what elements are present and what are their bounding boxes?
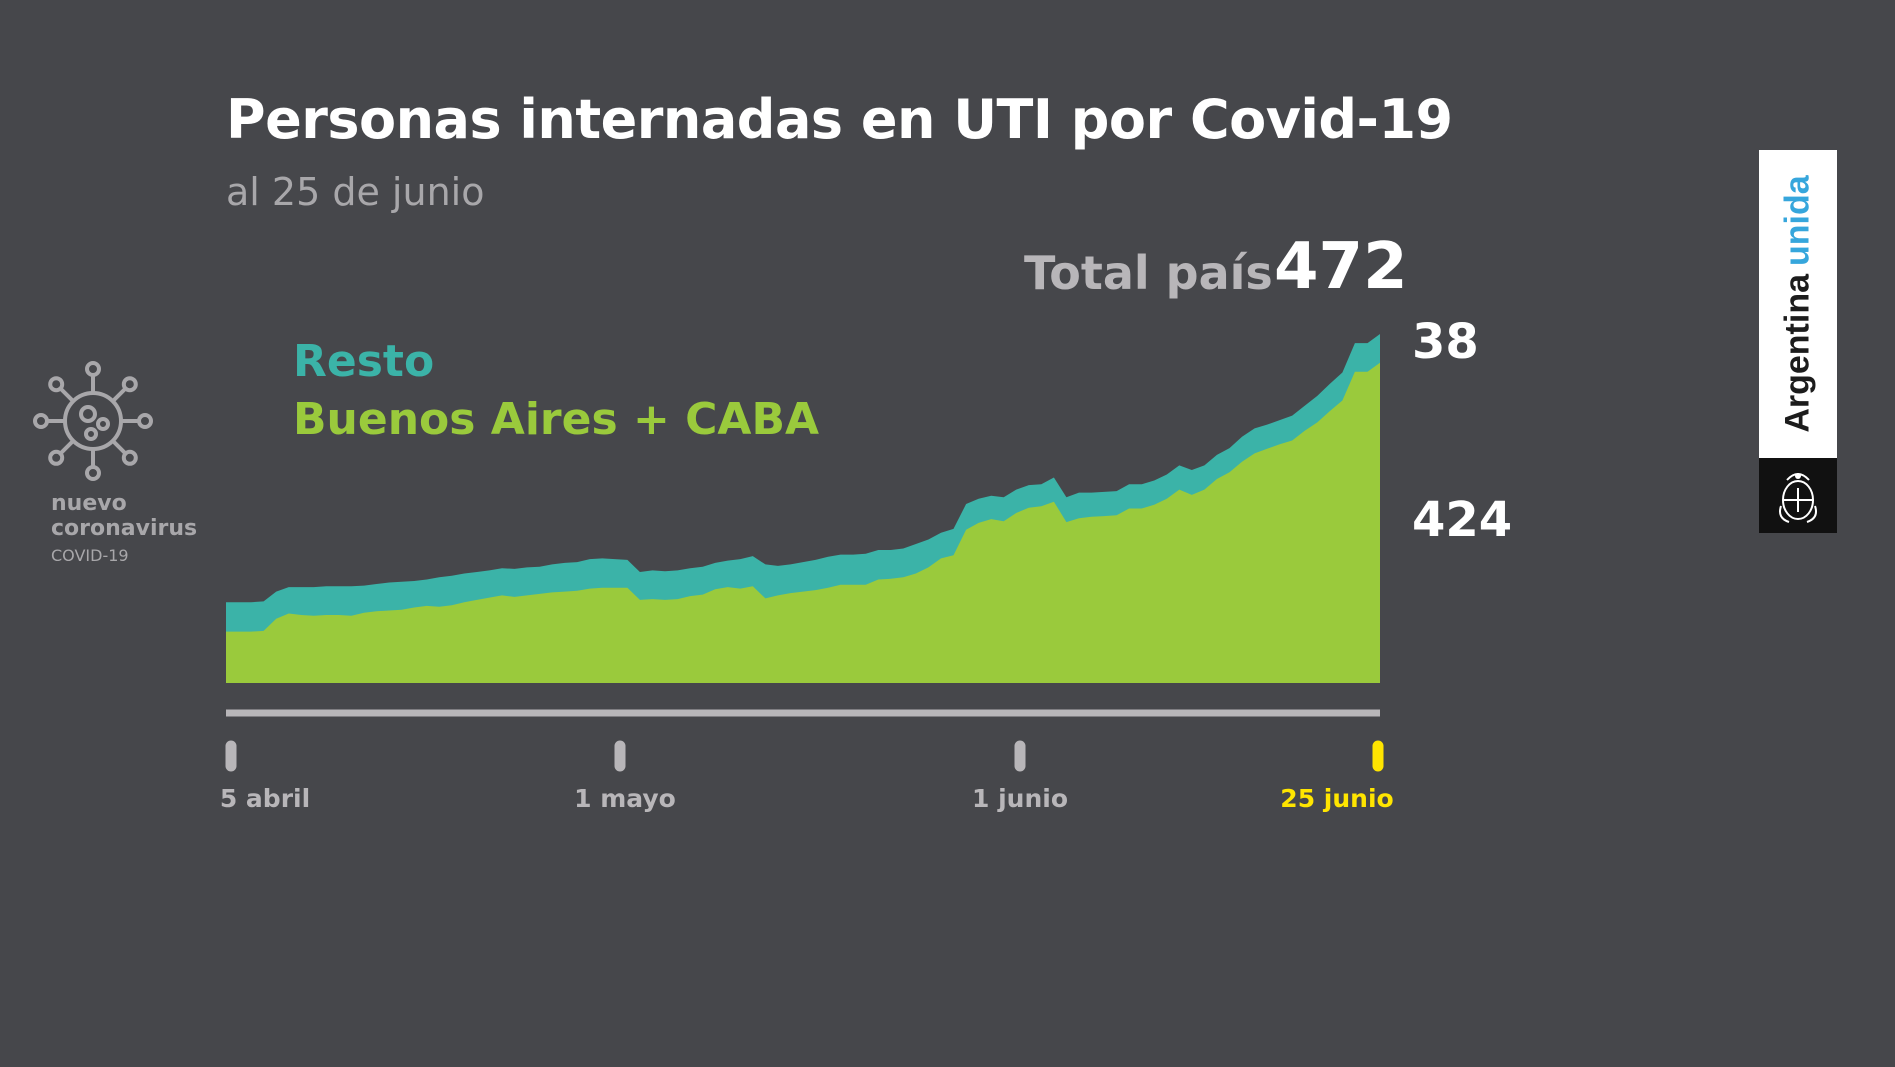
- total-value: 472: [1274, 230, 1408, 304]
- end-label-buenos-aires-caba: 424: [1412, 492, 1513, 548]
- argentina-coat-of-arms-icon: [1759, 458, 1837, 533]
- argentina-unida-wordmark: Argentina unida: [1779, 175, 1818, 432]
- virus-spike-tip: [121, 449, 138, 466]
- chart-subtitle: al 25 de junio: [226, 170, 485, 214]
- virus-caption-coronavirus: coronavirus: [51, 516, 198, 541]
- chart-title: Personas internadas en UTI por Covid-19: [226, 88, 1453, 151]
- virus-spike: [111, 387, 127, 403]
- virus-caption-covid19: COVID-19: [51, 546, 129, 565]
- x-tick-label-5-abril: 5 abril: [219, 784, 311, 813]
- x-tick-label-1-mayo: 1 mayo: [574, 784, 676, 813]
- virus-spike: [59, 439, 75, 455]
- legend-entry-buenos-aires-caba: Buenos Aires + CABA: [293, 394, 820, 445]
- virus-caption-nuevo: nuevo: [51, 491, 127, 516]
- virus-spike-tip: [48, 449, 65, 466]
- virus-spike: [111, 439, 127, 455]
- virus-spike: [59, 387, 75, 403]
- virus-spike-tip: [48, 376, 65, 393]
- area-series-buenos-aires-caba: [226, 362, 1380, 683]
- virus-spike-tip: [137, 413, 153, 429]
- x-tick-label-25-junio: 25 junio: [1280, 784, 1394, 813]
- virus-spike-tip: [121, 376, 138, 393]
- argentina-unida-logo: Argentina unida: [1759, 150, 1837, 458]
- virus-spike-tip: [85, 361, 101, 377]
- virus-spike-tip: [85, 465, 101, 481]
- brand-word-argentina: Argentina: [1778, 273, 1817, 433]
- end-label-resto: 38: [1412, 314, 1479, 370]
- legend-entry-resto: Resto: [293, 336, 435, 387]
- coronavirus-icon: [33, 361, 153, 481]
- total-label: Total país: [1024, 246, 1273, 300]
- x-tick-label-1-junio: 1 junio: [971, 784, 1069, 813]
- virus-spike-tip: [33, 413, 49, 429]
- brand-word-unida: unida: [1778, 175, 1817, 266]
